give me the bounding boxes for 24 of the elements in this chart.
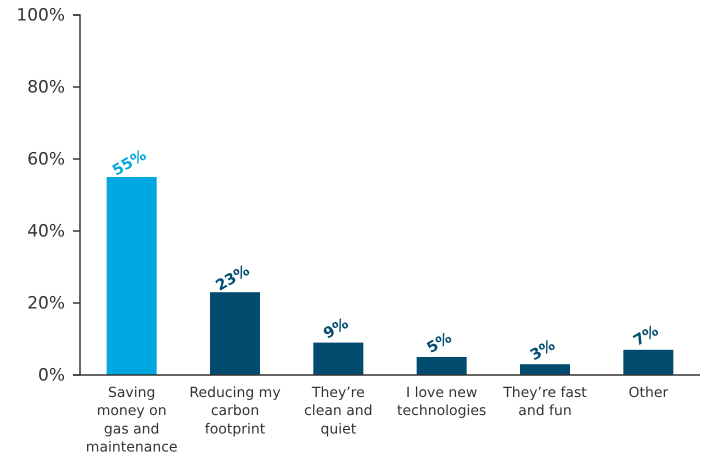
data-label: 7% <box>630 321 662 350</box>
y-tick-label: 40% <box>27 221 65 242</box>
y-tick-label: 60% <box>27 149 65 170</box>
y-tick-label: 80% <box>27 77 65 98</box>
bar <box>623 350 674 375</box>
x-tick-label: They’re fast and fun <box>502 384 588 420</box>
bar <box>106 177 157 375</box>
x-tick-label: Other <box>628 384 668 401</box>
x-tick-label: Reducing my carbon footprint <box>189 384 281 438</box>
data-label: 55% <box>109 146 150 180</box>
data-label: 3% <box>526 336 558 364</box>
y-tick-label: 100% <box>16 5 65 26</box>
x-tick-label: I love new technologies <box>397 384 486 420</box>
x-tick-label: They’re clean and quiet <box>304 384 373 438</box>
bar <box>416 357 467 375</box>
bar <box>210 292 260 375</box>
bar <box>520 364 570 375</box>
y-tick-label: 0% <box>38 365 65 386</box>
data-label: 9% <box>320 314 352 342</box>
bar <box>313 342 364 375</box>
data-label: 23% <box>212 261 253 295</box>
x-tick-label: Saving money on gas and maintenance <box>86 384 178 456</box>
data-label: 5% <box>424 328 455 357</box>
y-tick-label: 20% <box>27 293 65 314</box>
